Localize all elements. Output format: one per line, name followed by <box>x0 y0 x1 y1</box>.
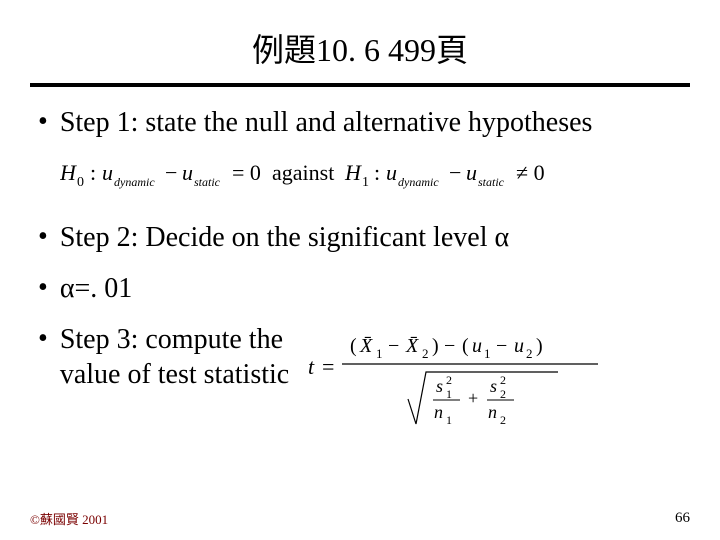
svg-text:1: 1 <box>484 346 491 361</box>
svg-text:u: u <box>466 160 477 185</box>
svg-text:n: n <box>434 402 443 422</box>
svg-text:X̄: X̄ <box>359 335 373 357</box>
bullet-step2a: • Step 2: Decide on the significant leve… <box>30 220 690 255</box>
bullet-step1: • Step 1: state the null and alternative… <box>30 105 690 140</box>
svg-text:=: = <box>322 354 334 379</box>
t-statistic-formula: t = ( X̄ 1 − X̄ 2 ) − ( <box>308 314 690 434</box>
svg-text::: : <box>90 160 96 185</box>
svg-text:H: H <box>344 160 362 185</box>
svg-text:2: 2 <box>446 373 452 387</box>
svg-text:s: s <box>490 376 497 396</box>
svg-text:t: t <box>308 354 315 379</box>
step2b-text: α=. 01 <box>60 271 132 306</box>
bullet-marker: • <box>38 322 48 356</box>
svg-text:): ) <box>536 335 543 357</box>
svg-text:−: − <box>449 160 461 185</box>
svg-text:−: − <box>388 335 399 357</box>
svg-text:−: − <box>165 160 177 185</box>
slide-footer: ©蘇國賢 2001 66 <box>30 509 690 528</box>
slide-container: 例題10. 6 499頁 • Step 1: state the null an… <box>0 0 720 540</box>
svg-text:X̄: X̄ <box>405 335 419 357</box>
bullet-marker: • <box>38 220 48 254</box>
svg-text:s: s <box>436 376 443 396</box>
svg-text:≠ 0: ≠ 0 <box>516 160 545 185</box>
svg-text:+: + <box>468 388 478 408</box>
formula2-svg: t = ( X̄ 1 − X̄ 2 ) − ( <box>308 314 628 434</box>
hypothesis-formula: H 0 : u dynamic − u static = 0 against H… <box>60 156 690 196</box>
step3-row: • Step 3: compute the value of test stat… <box>30 322 690 434</box>
bullet-marker: • <box>38 271 48 305</box>
bullet-marker: • <box>38 105 48 139</box>
svg-text:2: 2 <box>500 387 506 401</box>
formula1-svg: H 0 : u dynamic − u static = 0 against H… <box>60 156 700 196</box>
svg-text:1: 1 <box>446 387 452 401</box>
svg-text:u: u <box>514 335 524 357</box>
svg-text:): ) <box>432 335 439 357</box>
svg-text:u: u <box>386 160 397 185</box>
svg-text:= 0: = 0 <box>232 160 261 185</box>
svg-text:u: u <box>472 335 482 357</box>
slide-title: 例題10. 6 499頁 <box>30 25 690 71</box>
svg-text:1: 1 <box>446 413 452 427</box>
svg-text:(: ( <box>350 335 357 357</box>
svg-text:2: 2 <box>500 413 506 427</box>
svg-text:1: 1 <box>362 175 369 190</box>
svg-text:dynamic: dynamic <box>114 175 155 189</box>
step1-text: Step 1: state the null and alternative h… <box>60 105 593 140</box>
copyright-text: ©蘇國賢 2001 <box>30 509 108 528</box>
svg-text:u: u <box>182 160 193 185</box>
svg-text:u: u <box>102 160 113 185</box>
step3-text: Step 3: compute the value of test statis… <box>60 322 290 392</box>
svg-text:2: 2 <box>422 346 429 361</box>
svg-text:2: 2 <box>500 373 506 387</box>
svg-text::: : <box>374 160 380 185</box>
step3-text-block: • Step 3: compute the value of test stat… <box>30 322 290 408</box>
bullet-step2b: • α=. 01 <box>30 271 690 306</box>
step2a-text: Step 2: Decide on the significant level … <box>60 220 509 255</box>
svg-text:−: − <box>496 335 507 357</box>
svg-text:static: static <box>194 175 221 189</box>
page-number: 66 <box>675 510 690 527</box>
svg-text:2: 2 <box>526 346 533 361</box>
svg-text:(: ( <box>462 335 469 357</box>
svg-text:against: against <box>272 160 334 185</box>
svg-text:static: static <box>478 175 505 189</box>
title-divider <box>30 83 690 87</box>
svg-text:H: H <box>60 160 77 185</box>
svg-text:−: − <box>444 335 455 357</box>
svg-text:1: 1 <box>376 346 383 361</box>
svg-text:n: n <box>488 402 497 422</box>
svg-text:dynamic: dynamic <box>398 175 439 189</box>
svg-text:0: 0 <box>77 175 84 190</box>
